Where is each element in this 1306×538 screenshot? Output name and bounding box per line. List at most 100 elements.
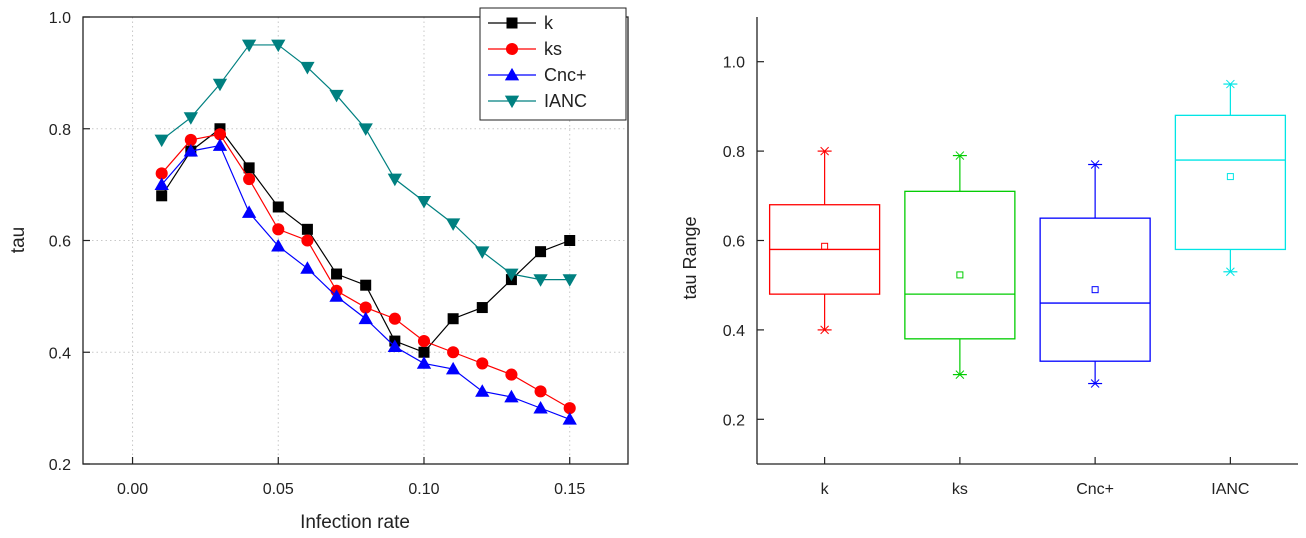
data-point — [301, 234, 314, 247]
extreme-marker — [1226, 79, 1235, 89]
x-tick-label: k — [821, 481, 830, 498]
data-point — [241, 39, 257, 53]
y-tick-label: 0.4 — [723, 323, 745, 340]
data-point — [155, 167, 168, 180]
box-IANC — [1174, 79, 1287, 277]
tick-labels: 0.2 0.4 0.6 0.8 1.0 k ks Cnc+ IANC — [723, 55, 1250, 498]
legend-item: Cnc+ — [488, 65, 587, 85]
data-point — [387, 339, 402, 353]
mean-marker — [956, 271, 964, 279]
data-point — [184, 133, 197, 146]
extreme-marker — [820, 146, 829, 156]
data-point — [533, 274, 548, 287]
data-point — [447, 313, 459, 325]
data-point — [476, 302, 488, 314]
data-point — [243, 172, 256, 186]
data-point — [213, 128, 227, 141]
extreme-marker — [955, 151, 965, 160]
data-point — [418, 346, 430, 358]
legend-item: k — [488, 13, 554, 33]
tick-marks — [757, 61, 1231, 464]
data-point — [416, 356, 432, 369]
data-point — [475, 246, 490, 259]
legend-marker — [504, 67, 520, 81]
iqr-box — [1174, 114, 1287, 251]
x-tick-label: IANC — [1211, 481, 1249, 498]
extreme-marker — [1226, 267, 1235, 277]
data-point — [358, 311, 373, 325]
data-point — [241, 205, 257, 218]
extreme-marker — [955, 370, 965, 379]
data-point — [447, 346, 460, 359]
tick-labels: 0.00 0.05 0.10 0.15 0.2 0.4 0.6 0.8 1.0 — [49, 10, 586, 498]
data-point — [505, 368, 518, 381]
mean-marker — [1226, 173, 1234, 181]
data-point — [387, 173, 402, 187]
box-chart: 0.2 0.4 0.6 0.8 1.0 k ks Cnc+ IANC tau Range — [680, 17, 1298, 498]
data-point — [243, 162, 255, 174]
data-point — [329, 289, 344, 302]
data-point — [329, 89, 344, 103]
extreme-marker — [1090, 379, 1100, 388]
x-tick-label: ks — [952, 481, 968, 498]
data-point — [562, 274, 577, 287]
data-point — [272, 201, 284, 213]
legend: k ks Cnc+ IANC — [479, 7, 627, 121]
y-tick-label: 0.8 — [723, 144, 745, 161]
data-point — [445, 361, 461, 375]
data-point — [331, 268, 343, 280]
data-point — [360, 279, 372, 291]
plot-frame — [82, 16, 629, 465]
data-point — [563, 402, 576, 415]
mean-marker — [1091, 286, 1099, 294]
data-point — [533, 400, 548, 414]
y-tick-label: 0.8 — [49, 122, 71, 139]
x-tick-label: 0.05 — [263, 481, 294, 498]
y-axis-label: tau Range — [680, 216, 700, 299]
series-IANC — [154, 39, 577, 287]
data-point — [476, 357, 489, 370]
data-point — [388, 312, 401, 325]
y-axis-label: tau — [8, 227, 29, 253]
data-point — [475, 384, 490, 397]
y-tick-label: 0.6 — [49, 234, 71, 251]
data-point — [417, 335, 431, 348]
legend-marker — [506, 17, 518, 29]
data-point — [301, 223, 313, 235]
data-point — [183, 143, 198, 157]
legend-label: k — [544, 13, 554, 33]
data-point — [359, 301, 372, 314]
data-point — [183, 112, 198, 125]
line-chart: 0.00 0.05 0.10 0.15 0.2 0.4 0.6 0.8 1.0 Infectio… — [8, 7, 629, 533]
box-Cnc+ — [1039, 160, 1151, 388]
y-tick-label: 1.0 — [49, 10, 71, 27]
legend-marker — [505, 42, 519, 56]
x-tick-label: 0.10 — [408, 481, 439, 498]
legend-item: ks — [488, 39, 562, 59]
legend-marker — [504, 95, 520, 109]
data-point — [358, 123, 373, 136]
legend-label: ks — [544, 39, 562, 59]
box-ks — [904, 151, 1016, 379]
data-point — [564, 235, 576, 246]
data-point — [272, 223, 285, 236]
data-point — [535, 246, 547, 258]
data-point — [212, 138, 228, 151]
data-point — [300, 261, 315, 274]
data-point — [300, 61, 315, 75]
data-point — [271, 39, 286, 53]
iqr-box — [904, 190, 1016, 340]
x-tick-label: 0.00 — [117, 481, 148, 498]
extreme-marker — [820, 325, 829, 335]
data-point — [534, 385, 547, 398]
iqr-box — [1039, 217, 1151, 362]
x-axis-label: Infection rate — [300, 512, 410, 533]
data-point — [416, 196, 432, 209]
extreme-marker — [1090, 160, 1100, 169]
series-group — [154, 39, 577, 425]
data-point — [445, 218, 461, 231]
series-Cnc+ — [154, 138, 577, 425]
legend-item: IANC — [488, 91, 587, 111]
legend-label: Cnc+ — [544, 65, 587, 85]
